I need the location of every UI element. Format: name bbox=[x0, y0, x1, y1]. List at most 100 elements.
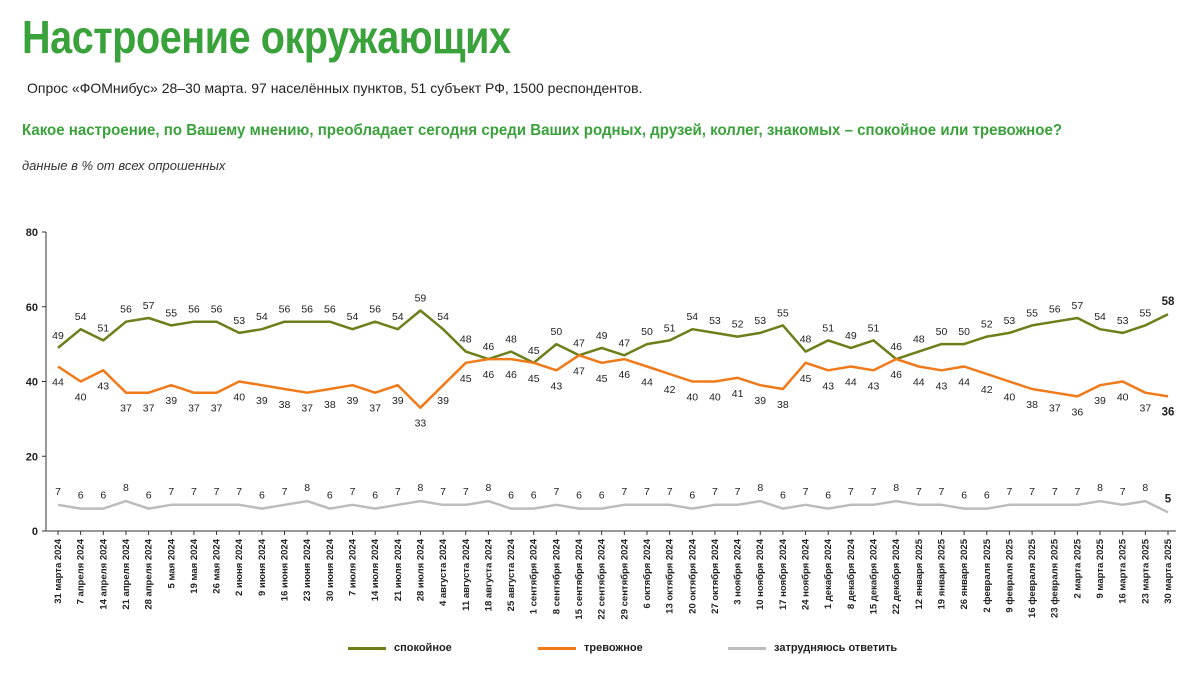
data-label: 7 bbox=[55, 486, 61, 498]
data-label: 39 bbox=[392, 395, 404, 407]
data-label: 53 bbox=[233, 315, 245, 327]
data-label: 8 bbox=[757, 482, 763, 494]
legend-item-calm: спокойное bbox=[348, 642, 452, 654]
y-tick-label: 20 bbox=[26, 451, 38, 463]
data-label: 8 bbox=[1097, 482, 1103, 494]
data-label: 33 bbox=[415, 418, 427, 430]
x-tick-label: 7 апреля 2024 bbox=[76, 538, 87, 604]
data-label: 54 bbox=[686, 311, 698, 323]
data-label: 7 bbox=[1120, 486, 1126, 498]
data-label: 36 bbox=[1162, 406, 1175, 418]
x-tick-label: 16 июня 2024 bbox=[280, 538, 291, 601]
data-label: 37 bbox=[188, 403, 200, 415]
x-tick-label: 30 июня 2024 bbox=[325, 538, 336, 601]
data-label: 51 bbox=[868, 322, 880, 334]
x-tick-label: 23 февраля 2025 bbox=[1050, 538, 1061, 618]
x-tick-label: 21 апреля 2024 bbox=[121, 538, 132, 609]
series-line-2 bbox=[57, 499, 1169, 514]
data-label: 7 bbox=[1052, 486, 1058, 498]
x-tick-label: 2 июня 2024 bbox=[234, 538, 245, 596]
x-tick-label: 16 марта 2025 bbox=[1118, 538, 1129, 603]
data-label: 48 bbox=[460, 334, 472, 346]
data-label: 53 bbox=[1004, 315, 1016, 327]
data-label: 54 bbox=[347, 311, 359, 323]
data-note: данные в % от всех опрошенных bbox=[22, 158, 226, 173]
data-label: 7 bbox=[735, 486, 741, 498]
data-label: 46 bbox=[618, 369, 630, 381]
data-label: 45 bbox=[460, 373, 472, 385]
x-tick-label: 19 мая 2024 bbox=[189, 538, 200, 593]
x-tick-label: 28 июля 2024 bbox=[415, 538, 426, 601]
x-tick-label: 12 января 2025 bbox=[914, 538, 925, 609]
x-tick-label: 14 июля 2024 bbox=[370, 538, 381, 601]
data-label: 8 bbox=[304, 482, 310, 494]
data-label: 8 bbox=[1142, 482, 1148, 494]
data-label: 48 bbox=[913, 334, 925, 346]
data-label: 54 bbox=[1094, 311, 1106, 323]
x-tick-label: 1 сентября 2024 bbox=[529, 538, 540, 614]
data-label: 8 bbox=[893, 482, 899, 494]
x-tick-label: 23 марта 2025 bbox=[1140, 538, 1151, 603]
data-label: 49 bbox=[52, 330, 64, 342]
x-tick-label: 13 октября 2024 bbox=[665, 538, 676, 614]
data-label: 37 bbox=[301, 403, 313, 415]
data-label: 56 bbox=[120, 304, 132, 316]
data-label: 7 bbox=[1074, 486, 1080, 498]
data-label: 46 bbox=[483, 369, 495, 381]
data-label: 57 bbox=[1072, 300, 1084, 312]
data-label: 39 bbox=[165, 395, 177, 407]
data-label: 44 bbox=[958, 377, 970, 389]
data-label: 50 bbox=[936, 326, 948, 338]
data-label: 44 bbox=[641, 377, 653, 389]
data-label: 5 bbox=[1165, 493, 1172, 505]
data-label: 8 bbox=[418, 482, 424, 494]
legend-item-hard-to-say: затрудняюсь ответить bbox=[728, 642, 897, 654]
data-label: 7 bbox=[871, 486, 877, 498]
data-label: 7 bbox=[282, 486, 288, 498]
data-label: 38 bbox=[324, 399, 336, 411]
data-label: 51 bbox=[822, 322, 834, 334]
data-label: 6 bbox=[599, 490, 605, 502]
x-tick-label: 28 апреля 2024 bbox=[144, 538, 155, 609]
data-label: 57 bbox=[143, 300, 155, 312]
data-label: 7 bbox=[848, 486, 854, 498]
data-label: 43 bbox=[551, 380, 563, 392]
data-label: 49 bbox=[596, 330, 608, 342]
data-label: 37 bbox=[120, 403, 132, 415]
data-label: 8 bbox=[485, 482, 491, 494]
data-label: 39 bbox=[256, 395, 268, 407]
data-label: 38 bbox=[777, 399, 789, 411]
data-label: 6 bbox=[146, 490, 152, 502]
data-label: 40 bbox=[1004, 392, 1016, 404]
x-tick-label: 14 апреля 2024 bbox=[98, 538, 109, 609]
data-label: 50 bbox=[958, 326, 970, 338]
x-tick-label: 8 декабря 2024 bbox=[846, 538, 857, 609]
x-tick-label: 18 августа 2024 bbox=[483, 538, 494, 611]
data-label: 6 bbox=[327, 490, 333, 502]
data-label: 56 bbox=[188, 304, 200, 316]
data-label: 55 bbox=[1026, 307, 1038, 319]
x-tick-label: 8 сентября 2024 bbox=[551, 538, 562, 614]
y-tick-label: 80 bbox=[26, 227, 38, 239]
series-line-1 bbox=[57, 354, 1169, 409]
data-label: 56 bbox=[301, 304, 313, 316]
data-label: 8 bbox=[123, 482, 129, 494]
data-label: 55 bbox=[165, 307, 177, 319]
data-label: 40 bbox=[233, 392, 245, 404]
x-tick-label: 5 мая 2024 bbox=[166, 538, 177, 588]
legend-label-anxious: тревожное bbox=[584, 642, 643, 654]
data-label: 40 bbox=[709, 392, 721, 404]
data-label: 44 bbox=[845, 377, 857, 389]
data-label: 38 bbox=[279, 399, 291, 411]
data-label: 6 bbox=[100, 490, 106, 502]
data-label: 43 bbox=[822, 380, 834, 392]
y-tick-label: 40 bbox=[26, 377, 38, 389]
data-label: 7 bbox=[168, 486, 174, 498]
data-label: 46 bbox=[890, 341, 902, 353]
x-tick-label: 11 августа 2024 bbox=[461, 538, 472, 611]
x-tick-label: 20 октября 2024 bbox=[687, 538, 698, 614]
data-label: 36 bbox=[1072, 406, 1084, 418]
data-label: 56 bbox=[324, 304, 336, 316]
data-label: 7 bbox=[712, 486, 718, 498]
x-tick-label: 22 декабря 2024 bbox=[891, 538, 902, 614]
